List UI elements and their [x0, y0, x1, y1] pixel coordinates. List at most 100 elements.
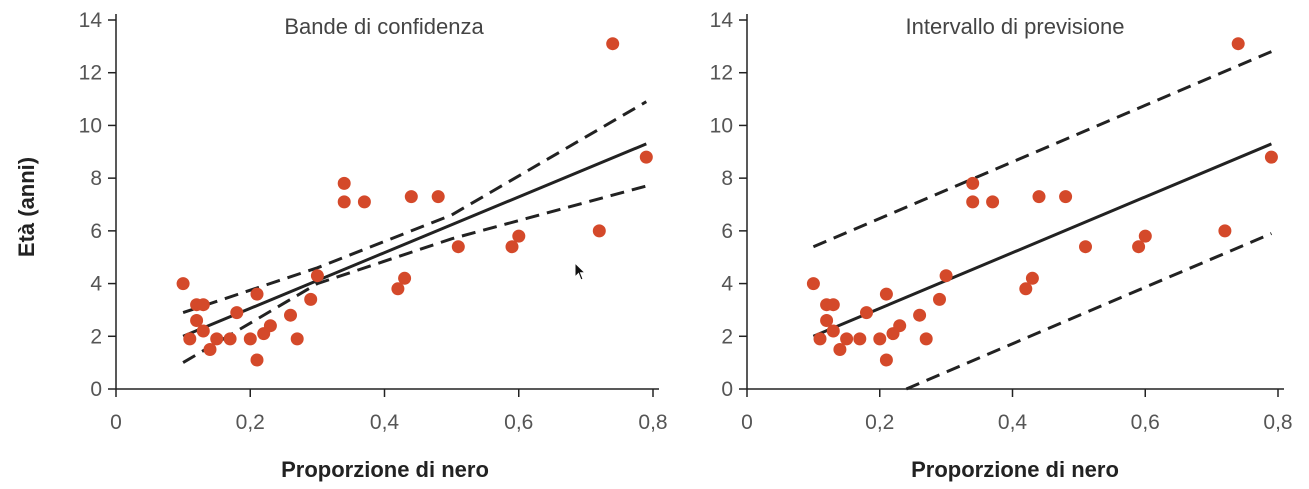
data-point [290, 332, 304, 346]
data-point [512, 229, 526, 243]
x-tick-label: 0,2 [236, 411, 265, 434]
data-point [966, 195, 980, 209]
data-point [284, 308, 297, 322]
y-tick-label: 6 [721, 220, 733, 243]
data-point [1019, 282, 1033, 296]
mouse-pointer-icon [574, 262, 587, 281]
data-point [243, 332, 257, 346]
panel-confidence-bands: Bande di confidenza Proporzione di nero … [79, 9, 668, 482]
data-point [606, 37, 620, 51]
data-point [860, 306, 873, 320]
data-point [919, 332, 933, 346]
y-tick-label: 14 [79, 9, 103, 32]
x-tick-label: 0,8 [1263, 411, 1292, 434]
data-point [183, 332, 197, 346]
data-point [310, 269, 324, 283]
y-tick-label: 10 [79, 114, 102, 137]
data-point [176, 277, 190, 291]
data-point [357, 195, 371, 209]
data-point [391, 282, 405, 296]
data-point [190, 314, 204, 327]
data-point [820, 314, 834, 327]
x-tick-label: 0 [110, 411, 122, 434]
panel-title: Intervallo di previsione [906, 14, 1125, 39]
data-point [806, 277, 820, 291]
data-point [1079, 240, 1092, 254]
data-point [1025, 271, 1039, 285]
regression-line [812, 142, 1272, 338]
data-point [304, 292, 318, 306]
x-tick-label: 0,4 [998, 411, 1028, 434]
y-tick-label: 0 [721, 378, 733, 401]
x-tick-label: 0,4 [370, 411, 400, 434]
data-point [210, 332, 224, 346]
data-point [913, 308, 927, 322]
y-tick-label: 10 [710, 114, 733, 137]
data-point [853, 332, 867, 346]
data-point [196, 324, 210, 338]
data-point [203, 343, 217, 356]
data-point [1032, 190, 1046, 204]
data-point [337, 195, 351, 209]
y-tick-label: 4 [721, 273, 733, 296]
upper-band-line [182, 100, 648, 315]
y-tick-label: 2 [721, 325, 733, 348]
data-point [986, 195, 1000, 209]
data-point [505, 240, 519, 254]
y-axis-title: Età (anni) [14, 157, 39, 257]
y-tick-label: 8 [721, 167, 733, 190]
data-point [893, 319, 907, 333]
data-point [230, 306, 244, 320]
data-point [826, 298, 840, 312]
lower-band-line [182, 184, 647, 364]
data-point [933, 292, 946, 306]
lower-band-line [905, 232, 1272, 391]
y-tick-label: 12 [79, 62, 102, 85]
data-point [879, 287, 893, 301]
data-point [1138, 229, 1152, 243]
data-point [592, 224, 606, 238]
data-point [1264, 150, 1278, 164]
data-point [826, 324, 840, 338]
regression-line [182, 142, 647, 338]
data-point [250, 287, 264, 301]
y-tick-label: 2 [90, 325, 102, 348]
data-point [398, 271, 412, 285]
y-tick-label: 14 [710, 9, 734, 32]
data-point [966, 176, 980, 190]
panel-prediction-interval: Intervallo di previsione Proporzione di … [710, 9, 1293, 482]
data-point [1132, 240, 1146, 254]
x-axis-title: Proporzione di nero [281, 457, 489, 482]
data-point [873, 332, 887, 346]
y-tick-label: 0 [90, 378, 102, 401]
data-point [431, 190, 445, 204]
x-tick-label: 0,2 [865, 411, 894, 434]
data-point [833, 343, 847, 356]
data-point [639, 150, 653, 164]
data-point [223, 332, 237, 346]
data-point [939, 269, 953, 283]
y-tick-label: 4 [90, 273, 102, 296]
data-point [879, 353, 893, 367]
data-point [196, 298, 210, 312]
panel-title: Bande di confidenza [284, 14, 484, 39]
y-tick-label: 8 [90, 167, 102, 190]
data-point [1059, 190, 1073, 204]
data-point [1218, 224, 1232, 238]
y-tick-label: 6 [90, 220, 102, 243]
x-tick-label: 0,6 [1131, 411, 1160, 434]
x-tick-label: 0 [741, 411, 753, 434]
data-point [1231, 37, 1245, 51]
data-point [813, 332, 827, 346]
data-point [337, 176, 351, 190]
data-point [250, 353, 264, 367]
upper-band-line [812, 50, 1272, 249]
x-axis-title: Proporzione di nero [911, 457, 1119, 482]
y-tick-label: 12 [710, 62, 733, 85]
x-tick-label: 0,6 [504, 411, 533, 434]
data-point [840, 332, 854, 346]
data-point [451, 240, 465, 254]
data-point [404, 190, 418, 204]
x-tick-label: 0,8 [638, 411, 667, 434]
